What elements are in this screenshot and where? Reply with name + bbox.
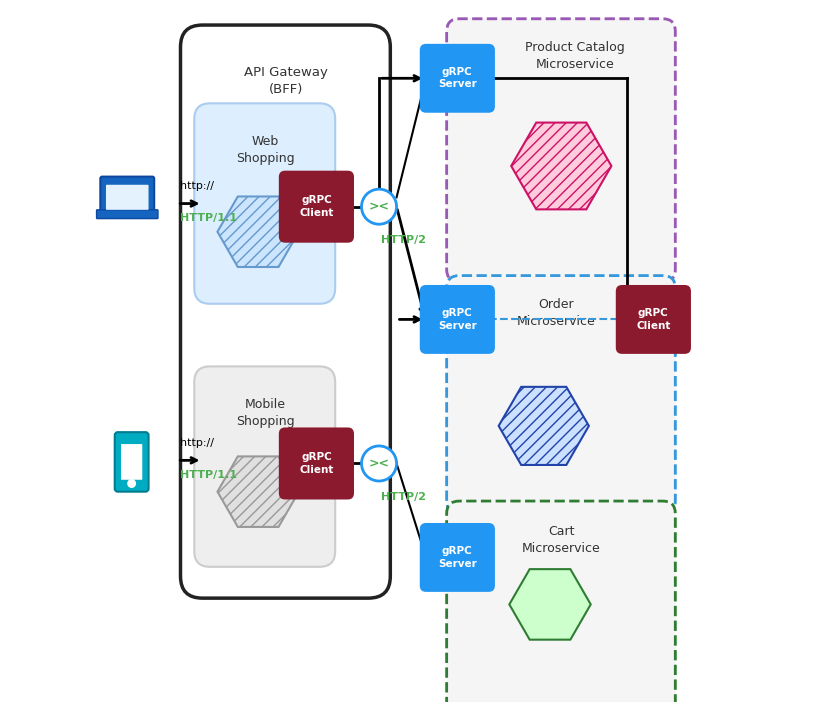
Circle shape [361,446,396,481]
Text: HTTP/2: HTTP/2 [380,235,426,245]
Polygon shape [511,123,610,209]
Text: http://: http:// [181,181,214,191]
FancyBboxPatch shape [96,210,158,218]
Text: gRPC
Server: gRPC Server [437,67,477,89]
Polygon shape [509,569,590,640]
Text: gRPC
Client: gRPC Client [298,452,334,475]
Text: http://: http:// [181,438,214,448]
FancyBboxPatch shape [278,428,354,500]
Text: gRPC
Client: gRPC Client [298,195,334,218]
FancyBboxPatch shape [615,285,691,354]
Text: Cart
Microservice: Cart Microservice [522,525,600,555]
Text: gRPC
Server: gRPC Server [437,308,477,331]
Polygon shape [217,197,298,267]
FancyBboxPatch shape [194,366,334,567]
Text: API Gateway
(BFF): API Gateway (BFF) [243,66,327,95]
FancyBboxPatch shape [446,19,675,282]
Text: Web
Shopping: Web Shopping [236,135,294,165]
Text: HTTP/2: HTTP/2 [380,491,426,502]
Text: Product Catalog
Microservice: Product Catalog Microservice [524,41,624,71]
Text: ><: >< [368,457,389,470]
Polygon shape [498,387,589,465]
Text: Order
Microservice: Order Microservice [517,298,595,328]
FancyBboxPatch shape [181,25,390,598]
FancyBboxPatch shape [106,185,148,210]
FancyBboxPatch shape [446,501,675,702]
Text: HTTP/1.1: HTTP/1.1 [181,213,237,223]
FancyBboxPatch shape [446,19,675,282]
FancyBboxPatch shape [115,432,148,491]
Polygon shape [217,456,298,527]
FancyBboxPatch shape [446,276,675,514]
FancyBboxPatch shape [446,501,675,702]
FancyBboxPatch shape [100,177,154,215]
FancyBboxPatch shape [278,171,354,243]
Circle shape [361,189,396,224]
Circle shape [128,479,135,487]
FancyBboxPatch shape [419,285,494,354]
FancyBboxPatch shape [446,276,675,514]
Text: ><: >< [368,200,389,213]
FancyBboxPatch shape [194,103,334,304]
Text: Mobile
Shopping: Mobile Shopping [236,398,294,428]
Text: gRPC
Client: gRPC Client [635,308,670,331]
Text: HTTP/1.1: HTTP/1.1 [181,470,237,479]
FancyBboxPatch shape [419,523,494,592]
FancyBboxPatch shape [121,444,142,479]
FancyBboxPatch shape [419,44,494,113]
Text: gRPC
Server: gRPC Server [437,546,477,569]
